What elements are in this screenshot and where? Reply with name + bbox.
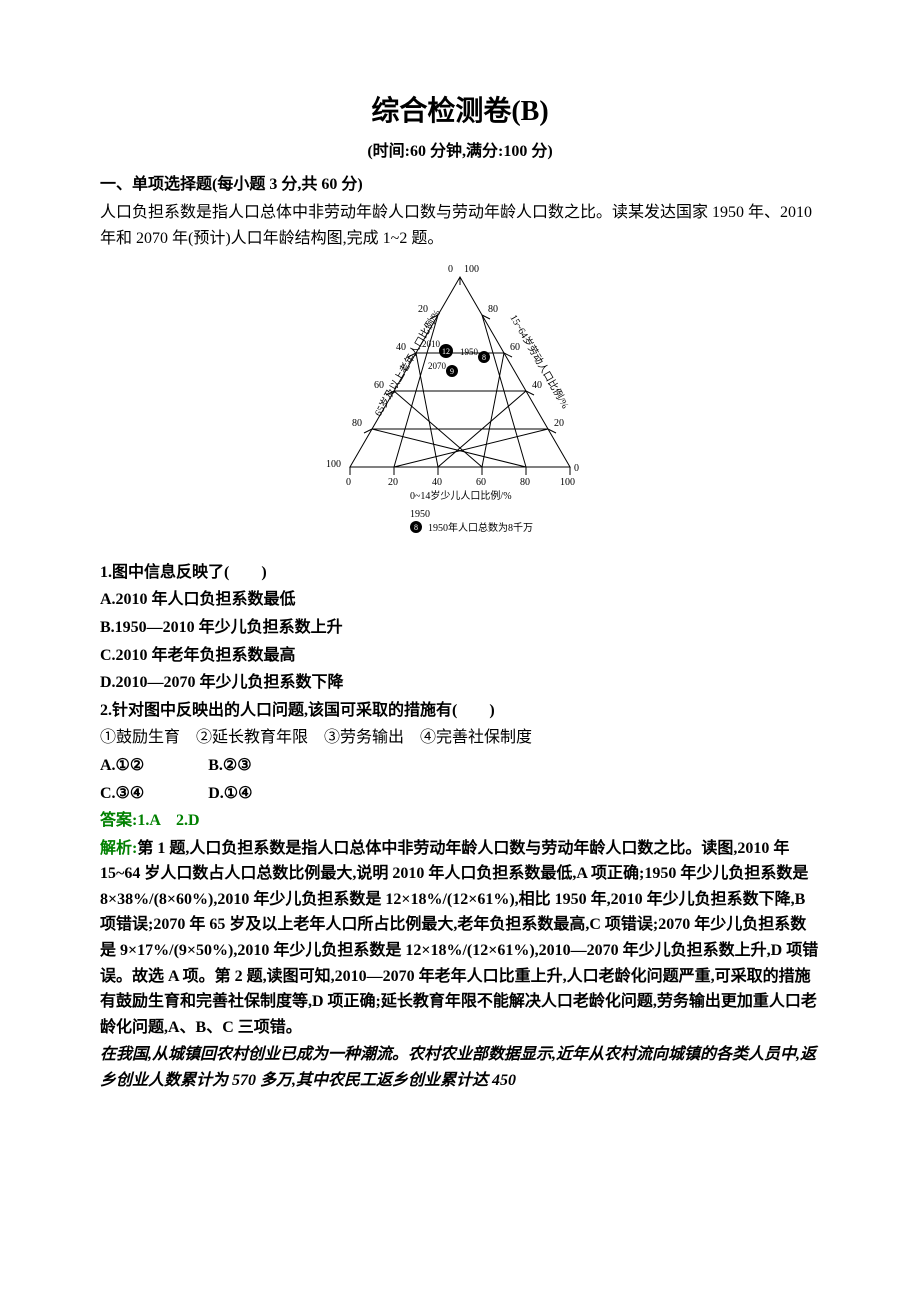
tick-bot-3: 60 bbox=[476, 477, 486, 488]
point-2070-label: 2070 bbox=[428, 361, 447, 371]
point-2070-value: 9 bbox=[450, 367, 454, 376]
tick-right-1: 80 bbox=[488, 304, 498, 315]
section-1-heading: 一、单项选择题(每小题 3 分,共 60 分) bbox=[100, 172, 820, 198]
point-2010-label: 2010 bbox=[422, 339, 441, 349]
tick-top-2: 40 bbox=[396, 342, 406, 353]
page-subtitle: (时间:60 分钟,满分:100 分) bbox=[100, 139, 820, 165]
tick-bot-1: 20 bbox=[388, 477, 398, 488]
tick-bot-0: 0 bbox=[346, 477, 351, 488]
intro-1: 人口负担系数是指人口总体中非劳动年龄人口数与劳动年龄人口数之比。读某发达国家 1… bbox=[100, 200, 820, 251]
page-title: 综合检测卷(B) bbox=[100, 90, 820, 135]
q1-opt-b: B.1950—2010 年少儿负担系数上升 bbox=[100, 615, 820, 641]
legend-marker: 8 bbox=[414, 523, 418, 532]
q1-opt-c: C.2010 年老年负担系数最高 bbox=[100, 643, 820, 669]
axis-bottom-label: 0~14岁少儿人口比例/% bbox=[410, 489, 512, 502]
q2-options-row1: A.①② B.②③ bbox=[100, 753, 820, 779]
tick-right-5: 0 bbox=[574, 463, 579, 474]
answer-1-2: 答案:1.A 2.D bbox=[100, 808, 820, 834]
tick-right-2: 60 bbox=[510, 342, 520, 353]
explain-body: 第 1 题,人口负担系数是指人口总体中非劳动年龄人口数与劳动年龄人口数之比。读图… bbox=[100, 840, 818, 1036]
tick-top-5: 100 bbox=[326, 459, 341, 470]
point-1950-value: 8 bbox=[482, 353, 486, 362]
tick-bot-2: 40 bbox=[432, 477, 442, 488]
tick-bot-5: 100 bbox=[560, 477, 575, 488]
tick-top-3: 60 bbox=[374, 380, 384, 391]
tick-right-4: 20 bbox=[554, 418, 564, 429]
point-2010-value: 12 bbox=[442, 347, 450, 356]
tick-top-0: 0 bbox=[448, 264, 453, 275]
q2-opt-d: D.①④ bbox=[208, 781, 252, 807]
explanation-1-2: 解析:第 1 题,人口负担系数是指人口总体中非劳动年龄人口数与劳动年龄人口数之比… bbox=[100, 836, 820, 1041]
q1-opt-d: D.2010—2070 年少儿负担系数下降 bbox=[100, 670, 820, 696]
tick-bot-4: 80 bbox=[520, 477, 530, 488]
axis-right-label: 15~64岁劳动人口比例/% bbox=[507, 312, 572, 411]
explain-label: 解析: bbox=[100, 840, 137, 857]
q1-opt-a: A.2010 年人口负担系数最低 bbox=[100, 587, 820, 613]
legend-text: 1950年人口总数为8千万 bbox=[428, 521, 533, 534]
q2-opt-c: C.③④ bbox=[100, 781, 144, 807]
triangle-chart: 0 100 20 40 60 80 100 80 60 40 20 0 0 20… bbox=[100, 257, 820, 556]
q2-opt-b: B.②③ bbox=[208, 753, 251, 779]
q2-options-row2: C.③④ D.①④ bbox=[100, 781, 820, 807]
q2-opt-a: A.①② bbox=[100, 753, 144, 779]
tick-right-0: 100 bbox=[464, 264, 479, 275]
q2-stem: 2.针对图中反映出的人口问题,该国可采取的措施有( ) bbox=[100, 698, 820, 724]
q1-stem: 1.图中信息反映了( ) bbox=[100, 560, 820, 586]
legend-year: 1950 bbox=[410, 509, 430, 520]
tick-top-4: 80 bbox=[352, 418, 362, 429]
tick-top-1: 20 bbox=[418, 304, 428, 315]
intro-2: 在我国,从城镇回农村创业已成为一种潮流。农村农业部数据显示,近年从农村流向城镇的… bbox=[100, 1042, 820, 1093]
tick-right-3: 40 bbox=[532, 380, 542, 391]
point-1950-label: 1950 bbox=[460, 347, 479, 357]
q2-items: ①鼓励生育 ②延长教育年限 ③劳务输出 ④完善社保制度 bbox=[100, 725, 820, 751]
